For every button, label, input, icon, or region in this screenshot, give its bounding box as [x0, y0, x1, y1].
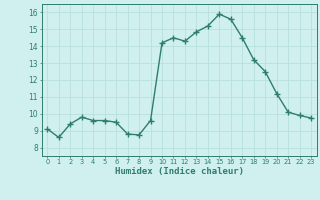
X-axis label: Humidex (Indice chaleur): Humidex (Indice chaleur)	[115, 167, 244, 176]
